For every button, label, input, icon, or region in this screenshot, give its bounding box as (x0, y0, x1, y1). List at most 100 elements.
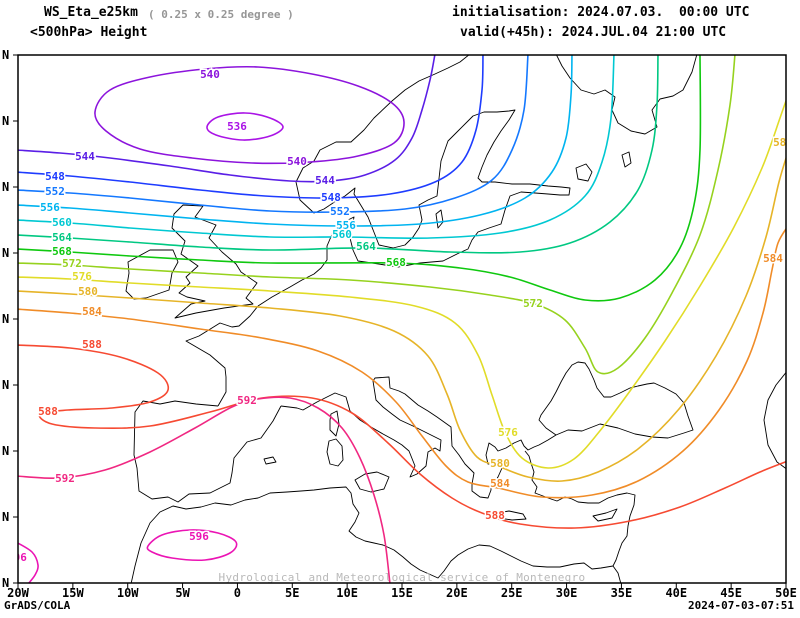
contour-label-568: 568 (52, 245, 72, 258)
contour-label-584: 584 (82, 305, 102, 318)
y-tick-label: N (2, 180, 9, 194)
contour-label-548: 548 (321, 191, 341, 204)
contour-line-540 (94, 65, 405, 165)
contour-label-580: 580 (773, 136, 793, 149)
contour-label-592: 592 (237, 394, 257, 407)
coastline-anatolia-levant (524, 450, 636, 583)
contour-label-596: 596 (189, 530, 209, 543)
contour-label-564: 564 (52, 231, 72, 244)
grads-credit: GrADS/COLA (4, 599, 71, 612)
x-tick-label: 0 (234, 586, 241, 600)
contour-label-560: 560 (332, 228, 352, 241)
contour-label-572: 572 (523, 297, 543, 310)
axis-ticks: 20W 15W 10W 5W 0 5E 10E 15E 20E 25E 30E 35E 40E 45E 50… (2, 48, 797, 600)
coastline-north-africa (130, 486, 614, 583)
contour-label-568: 568 (386, 256, 406, 269)
contour-line-584 (18, 227, 786, 499)
contour-line-560 (18, 55, 615, 239)
contour-line-568 (18, 55, 702, 302)
coastline-mallorca (263, 456, 277, 465)
coastline-great-britain (171, 204, 258, 319)
contour-line-556 (18, 55, 573, 227)
contour-label-564: 564 (356, 240, 376, 253)
coastline-crete (496, 510, 527, 521)
map-area: Hydrological_and_Meteorological_service_… (7, 55, 793, 583)
y-tick-label: N (2, 444, 9, 458)
contour-label-572: 572 (62, 257, 82, 270)
valid-time-label: valid(+45h): 2024.JUL.04 21:00 UTC (460, 25, 727, 40)
contour-label-544: 544 (315, 174, 335, 187)
contour-label-580: 580 (490, 457, 510, 470)
contour-line-536 (206, 112, 284, 141)
coastline-caspian-shore (763, 371, 786, 470)
x-tick-label: 20W (7, 586, 29, 600)
init-time-label: initialisation: 2024.07.03. 00:00 UTC (452, 5, 750, 20)
contour-label-584: 584 (490, 477, 510, 490)
coastline-northsea-baltic-scandinavia (257, 55, 571, 307)
contour-line-592 (18, 396, 391, 583)
contour-label-576: 576 (72, 270, 92, 283)
contour-line-572 (18, 55, 736, 375)
coastline-lake-onega (621, 151, 632, 168)
y-tick-label: N (2, 510, 9, 524)
y-tick-label: N (2, 378, 9, 392)
contour-label-596: 596 (7, 551, 27, 564)
contour-label-540: 540 (200, 68, 220, 81)
contour-label-540: 540 (287, 155, 307, 168)
x-tick-label: 45E (720, 586, 742, 600)
page-title: WS_Eta_e25km (44, 5, 138, 20)
contour-label-580: 580 (78, 285, 98, 298)
coastline-white-sea (555, 55, 698, 135)
contour-label-556: 556 (336, 219, 356, 232)
coastline-iberia (133, 400, 282, 503)
contour-label-560: 560 (52, 216, 72, 229)
y-tick-label: N (2, 114, 9, 128)
creation-timestamp: 2024-07-03-07:51 (688, 599, 794, 612)
contour-label-536: 536 (227, 120, 247, 133)
contour-label-552: 552 (330, 205, 350, 218)
y-tick-label: N (2, 48, 9, 62)
coastline-cyprus (592, 508, 618, 522)
x-tick-label: 25E (501, 586, 523, 600)
coastline-gotland (435, 209, 444, 229)
coastline-lake-ladoga (575, 163, 593, 182)
x-tick-label: 20E (446, 586, 468, 600)
contour-label-592: 592 (55, 472, 75, 485)
x-tick-label: 30E (556, 586, 578, 600)
contour-label-588: 588 (38, 405, 58, 418)
contour-labels: 5365405405445445485485525525565565605605… (7, 67, 793, 566)
contour-lines (18, 55, 786, 583)
y-tick-label: N (2, 576, 9, 590)
field-label: <500hPa> Height (30, 25, 148, 40)
x-tick-label: 50E (775, 586, 797, 600)
coastline-italy-balkans-aegean (280, 376, 557, 499)
contour-line-596 (18, 542, 39, 583)
coastline-france-atlantic (185, 305, 259, 407)
contour-label-548: 548 (45, 170, 65, 183)
contour-line-544 (18, 55, 436, 183)
contour-line-580 (18, 155, 786, 482)
coastline-sardinia (326, 438, 344, 467)
x-tick-label: 5E (285, 586, 299, 600)
contour-line-576 (18, 98, 786, 469)
contour-label-576: 576 (498, 426, 518, 439)
contour-label-588: 588 (485, 509, 505, 522)
x-tick-label: 10W (117, 586, 139, 600)
coastline-corsica (329, 410, 340, 437)
coastline-black-sea (538, 361, 694, 439)
contour-line-564 (18, 55, 659, 254)
contour-label-588: 588 (82, 338, 102, 351)
x-tick-label: 10E (336, 586, 358, 600)
x-tick-label: 35E (611, 586, 633, 600)
contour-line-552 (18, 55, 529, 213)
x-tick-label: 40E (665, 586, 687, 600)
contour-label-584: 584 (763, 252, 783, 265)
resolution-label: ( 0.25 x 0.25 degree ) (148, 8, 294, 21)
contour-label-544: 544 (75, 150, 95, 163)
contour-label-552: 552 (45, 185, 65, 198)
x-tick-label: 5W (175, 586, 190, 600)
x-tick-label: 15W (62, 586, 84, 600)
contour-line-548 (18, 55, 484, 199)
